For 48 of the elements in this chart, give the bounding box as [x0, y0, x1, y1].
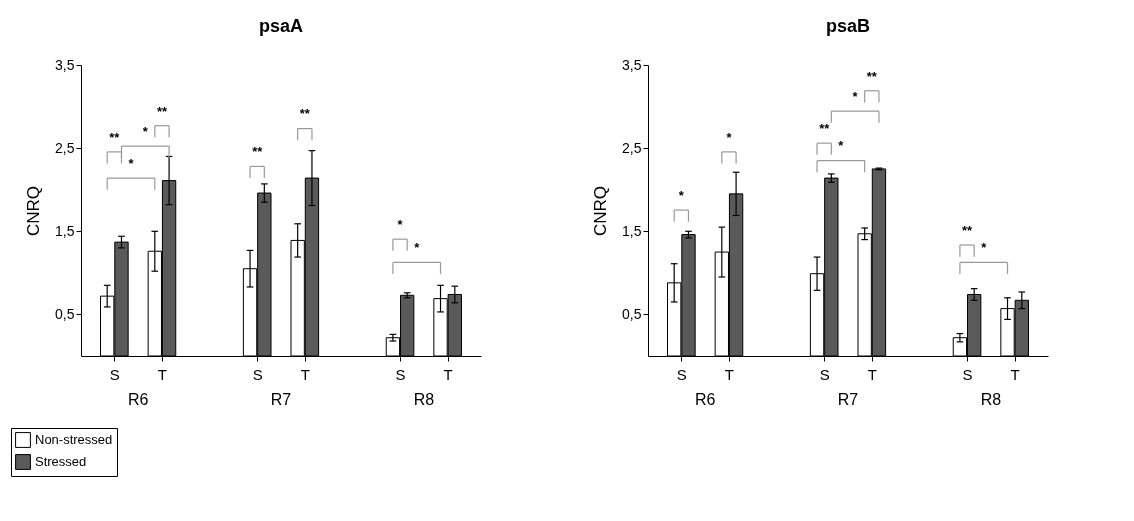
annotation: * — [397, 217, 404, 233]
x-tick-label: S — [252, 365, 263, 383]
x-tick-label: S — [676, 365, 687, 383]
y-axis-title: CNRQ — [24, 185, 44, 237]
x-tick-label: T — [300, 365, 310, 383]
annotation: * — [414, 240, 421, 256]
x-tick-label: T — [867, 365, 877, 383]
y-tick-label: 1,5 — [622, 222, 642, 239]
y-tick-label: 0,5 — [55, 305, 75, 322]
annotation: * — [838, 138, 845, 154]
annotation: ** — [109, 129, 121, 145]
x-tick-label: S — [395, 365, 406, 383]
y-tick-label: 3,5 — [55, 56, 75, 73]
y-tick-label: 2,5 — [55, 139, 75, 156]
text: R7 — [837, 391, 859, 408]
y-tick-label: 2,5 — [622, 139, 642, 156]
annotation: ** — [866, 68, 878, 84]
annotation: ** — [299, 106, 311, 122]
x-tick-label: S — [962, 365, 973, 383]
annotation: * — [128, 155, 135, 171]
annotation: ** — [156, 103, 168, 119]
y-tick-label: 3,5 — [622, 56, 642, 73]
annotation: * — [678, 187, 685, 203]
text: R7 — [270, 391, 292, 408]
text: R8 — [413, 391, 435, 408]
annotation: * — [981, 240, 988, 256]
y-axis-title: CNRQ — [591, 185, 611, 237]
text: R8 — [980, 391, 1002, 408]
x-tick-label: S — [819, 365, 830, 383]
y-tick-label: 0,5 — [622, 305, 642, 322]
x-tick-label: S — [109, 365, 120, 383]
x-tick-label: T — [443, 365, 453, 383]
y-tick-label: 1,5 — [55, 222, 75, 239]
annotation: * — [142, 123, 149, 139]
text: R6 — [127, 391, 149, 408]
text: R6 — [694, 391, 716, 408]
annotation: ** — [252, 144, 264, 160]
x-tick-label: T — [157, 365, 168, 383]
x-tick-label: T — [724, 365, 735, 383]
chart-title: psaA — [258, 16, 304, 36]
annotation: ** — [819, 121, 831, 137]
legend-label: Stressed — [35, 454, 87, 469]
annotation: * — [726, 129, 733, 145]
annotation: ** — [961, 222, 974, 238]
legend-label: Non-stressed — [35, 432, 113, 447]
x-tick-label: T — [1010, 365, 1020, 383]
annotation: * — [852, 89, 859, 105]
chart-title: psaB — [825, 16, 871, 36]
